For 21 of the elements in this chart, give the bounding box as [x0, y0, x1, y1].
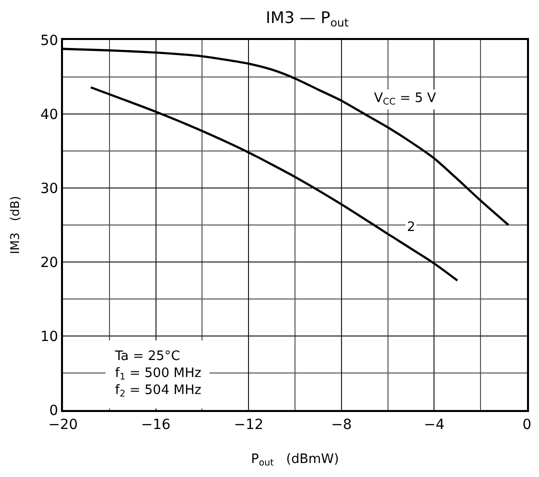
x-tick-label: −12	[234, 416, 264, 433]
chart-title: IM3 — P$_{out}$	[266, 8, 350, 30]
annotation: Ta = 25°C	[114, 349, 180, 364]
y-tick-label: 20	[40, 254, 58, 271]
line-series	[90, 86, 458, 282]
text: P$_{out}$ (dBmW)	[251, 452, 339, 469]
annotation: f$_{1}$ = 500 MHz	[115, 366, 202, 383]
y-tick-label: 0	[49, 402, 58, 419]
annotation: f$_{2}$ = 504 MHz	[115, 382, 202, 400]
series-label: 2	[407, 220, 416, 235]
x-tick-label: −16	[141, 416, 171, 433]
y-tick-label: 50	[40, 32, 58, 49]
y-tick-label: 10	[40, 328, 58, 345]
series-label: V$_{CC}$ = 5 V	[374, 91, 436, 108]
y-tick-label: 30	[40, 180, 58, 197]
y-tick-label: 40	[40, 106, 58, 123]
x-tick-label: −4	[424, 416, 445, 433]
x-tick-label: −20	[48, 416, 78, 433]
y-axis-title: IM3 (dB)	[8, 196, 22, 254]
x-tick-label: −8	[331, 416, 352, 433]
x-tick-label: 0	[522, 416, 532, 433]
